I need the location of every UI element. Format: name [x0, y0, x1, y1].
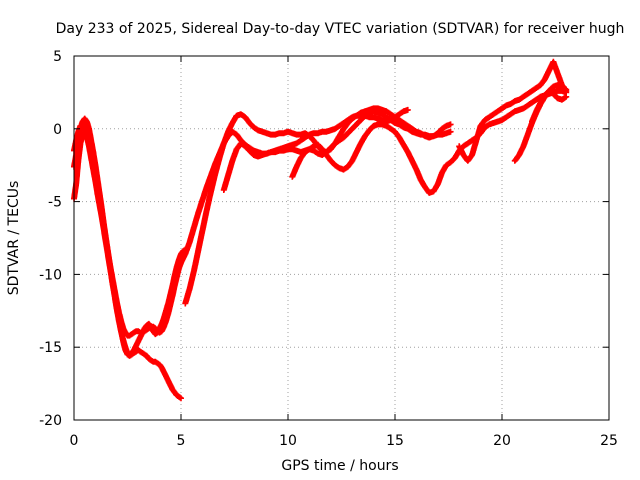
- data-series: [456, 58, 570, 164]
- y-tick-label: -20: [39, 413, 62, 429]
- y-axis-label: SDTVAR / TECUs: [6, 181, 22, 296]
- x-tick-label: 25: [600, 433, 618, 449]
- data-series: [529, 87, 570, 125]
- y-tick-label: 5: [53, 49, 62, 65]
- x-tick-label: 5: [177, 433, 186, 449]
- y-tick-label: -10: [39, 267, 62, 283]
- y-tick-label: 0: [53, 122, 62, 138]
- x-tick-label: 20: [493, 433, 511, 449]
- series-markers: [220, 106, 411, 193]
- data-series: [220, 106, 411, 193]
- x-tick-label: 10: [279, 433, 297, 449]
- x-axis-label: GPS time / hours: [281, 458, 398, 474]
- plot-frame: [73, 55, 610, 421]
- chart-title: Day 233 of 2025, Sidereal Day-to-day VTE…: [56, 21, 625, 37]
- data-layer: [71, 58, 570, 402]
- ticks: 0 5 10 15 20 25 5 0 -5 -10 -15 -20: [39, 49, 618, 449]
- series-markers: [289, 108, 454, 180]
- series-markers: [529, 87, 570, 125]
- x-tick-label: 0: [70, 433, 79, 449]
- data-series: [289, 108, 454, 180]
- series-markers: [456, 58, 570, 164]
- y-tick-label: -5: [48, 195, 62, 211]
- y-tick-label: -15: [39, 340, 62, 356]
- x-tick-label: 15: [386, 433, 404, 449]
